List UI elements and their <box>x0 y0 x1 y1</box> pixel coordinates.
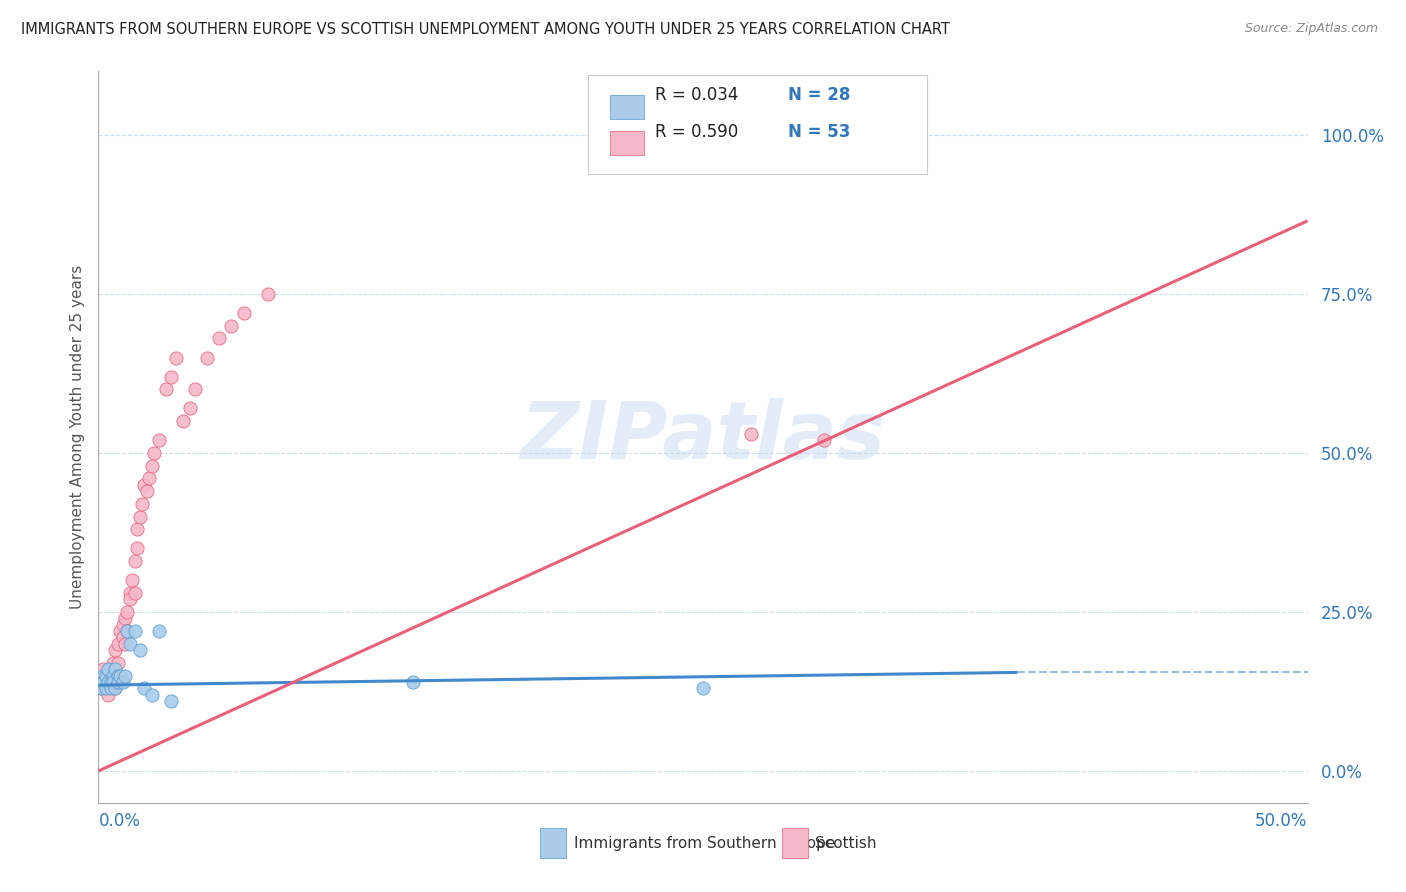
Point <box>141 458 163 473</box>
Point <box>108 624 131 638</box>
Point <box>179 401 201 416</box>
Point <box>100 675 122 690</box>
Point <box>134 681 156 696</box>
Point <box>1320 668 1343 682</box>
Point <box>155 383 177 397</box>
Point <box>91 662 114 676</box>
Point <box>184 383 207 397</box>
Point <box>118 592 141 607</box>
Point <box>91 668 114 682</box>
Point <box>135 484 157 499</box>
Point <box>94 681 117 696</box>
Point <box>117 624 139 638</box>
Point <box>131 497 153 511</box>
Point <box>232 306 254 320</box>
Point <box>100 681 122 696</box>
Bar <box>540 829 567 858</box>
Point <box>107 656 129 670</box>
Point <box>104 681 127 696</box>
Point <box>117 605 139 619</box>
Point <box>256 287 278 301</box>
Text: N = 53: N = 53 <box>787 123 851 141</box>
Point <box>148 624 170 638</box>
Bar <box>610 95 644 119</box>
Text: Immigrants from Southern Europe: Immigrants from Southern Europe <box>574 836 835 851</box>
Point <box>813 434 835 448</box>
Point <box>94 668 117 682</box>
Point <box>94 681 117 696</box>
Point <box>128 643 150 657</box>
Point <box>91 675 114 690</box>
Point <box>124 624 146 638</box>
Point <box>104 681 127 696</box>
Point <box>143 446 166 460</box>
Point <box>127 541 149 556</box>
Point <box>141 688 163 702</box>
Point <box>100 668 122 682</box>
Text: 50.0%: 50.0% <box>1256 813 1308 830</box>
Point <box>114 668 136 682</box>
Point <box>104 662 127 676</box>
Point <box>208 331 231 345</box>
Text: N = 28: N = 28 <box>787 87 851 104</box>
Point <box>111 617 134 632</box>
Point <box>148 434 170 448</box>
Point <box>740 426 762 441</box>
Point <box>124 586 146 600</box>
Point <box>134 477 156 491</box>
Point <box>108 668 131 682</box>
Point <box>90 681 112 696</box>
Point <box>107 675 129 690</box>
Point <box>104 643 127 657</box>
Text: Scottish: Scottish <box>815 836 877 851</box>
Point <box>107 668 129 682</box>
FancyBboxPatch shape <box>588 75 927 174</box>
Point <box>97 675 120 690</box>
Y-axis label: Unemployment Among Youth under 25 years: Unemployment Among Youth under 25 years <box>69 265 84 609</box>
Point <box>114 611 136 625</box>
Point <box>101 656 124 670</box>
Point <box>97 688 120 702</box>
Point <box>97 662 120 676</box>
Point <box>118 586 141 600</box>
Point <box>160 694 183 708</box>
Point <box>100 662 122 676</box>
Point <box>101 668 124 682</box>
Point <box>128 509 150 524</box>
Point <box>124 554 146 568</box>
Point <box>221 318 243 333</box>
Bar <box>782 829 808 858</box>
Point <box>117 624 139 638</box>
Text: R = 0.590: R = 0.590 <box>655 123 738 141</box>
Text: R = 0.034: R = 0.034 <box>655 87 738 104</box>
Point <box>121 573 143 587</box>
Point <box>138 471 160 485</box>
Point <box>90 681 112 696</box>
Point <box>91 675 114 690</box>
Bar <box>610 131 644 155</box>
Point <box>97 675 120 690</box>
Point <box>101 675 124 690</box>
Text: ZIPatlas: ZIPatlas <box>520 398 886 476</box>
Text: Source: ZipAtlas.com: Source: ZipAtlas.com <box>1244 22 1378 36</box>
Point <box>118 637 141 651</box>
Point <box>111 675 134 690</box>
Text: IMMIGRANTS FROM SOUTHERN EUROPE VS SCOTTISH UNEMPLOYMENT AMONG YOUTH UNDER 25 YE: IMMIGRANTS FROM SOUTHERN EUROPE VS SCOTT… <box>21 22 950 37</box>
Point <box>94 668 117 682</box>
Point <box>111 631 134 645</box>
Point <box>692 681 714 696</box>
Point <box>108 675 131 690</box>
Point <box>160 369 183 384</box>
Point <box>165 351 187 365</box>
Point <box>195 351 218 365</box>
Point <box>107 637 129 651</box>
Point <box>101 675 124 690</box>
Point <box>90 668 112 682</box>
Point <box>127 522 149 536</box>
Point <box>172 414 194 428</box>
Point <box>114 637 136 651</box>
Point <box>402 675 425 690</box>
Text: 0.0%: 0.0% <box>98 813 141 830</box>
